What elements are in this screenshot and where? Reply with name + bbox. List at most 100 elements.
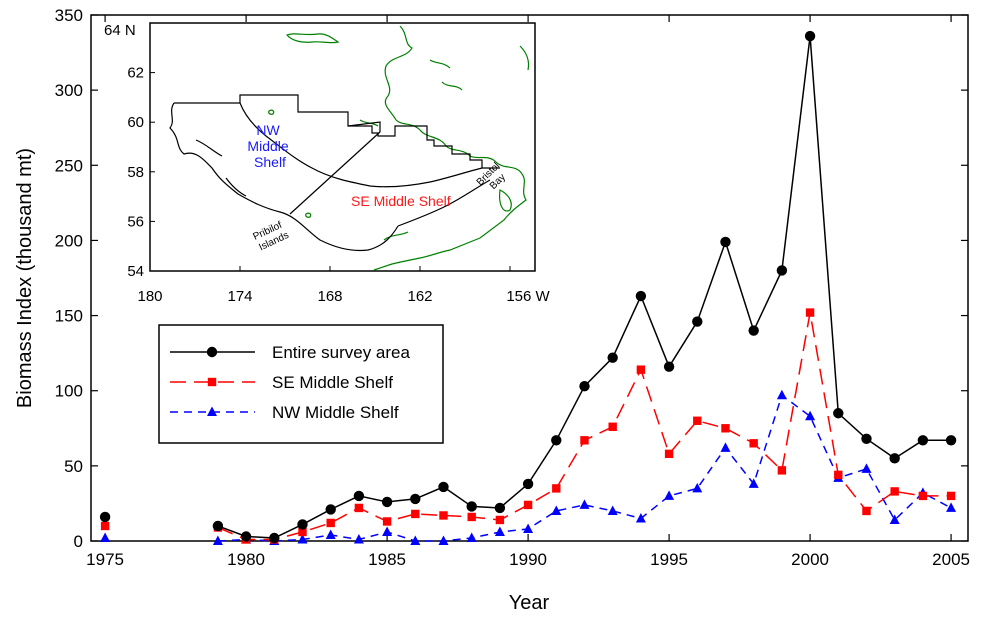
legend-swatch-marker [207,406,217,416]
data-point [382,526,393,536]
data-point [326,518,335,528]
data-point [748,478,759,488]
nw-middle-shelf-label: NW Middle Shelf [247,122,292,170]
inset-map-frame [149,22,536,272]
series-layer [99,30,957,545]
data-point [438,481,449,493]
y-tick-label: 0 [74,532,83,551]
map-lat-label: 56 [127,213,144,230]
data-point [353,533,364,544]
y-axis: 0 50 100 150 200 250 300 350 [55,6,968,551]
map-lat-label: 60 [127,114,144,131]
legend-swatch-marker [206,346,218,358]
legend-item: SE Middle Shelf [170,373,393,392]
data-point [862,506,871,516]
x-tick-label: 1985 [368,550,406,569]
y-tick-label: 50 [64,457,83,476]
data-point [720,236,731,248]
legend-label: Entire survey area [272,343,410,362]
y-tick-label: 300 [55,81,83,100]
data-point [325,504,336,515]
data-point [607,505,618,515]
data-point [579,381,590,392]
plot-area-frame [90,14,969,542]
data-point [354,503,364,513]
data-point [100,532,111,542]
series-nw-middle-shelf [100,389,957,545]
data-point [552,484,561,493]
data-point [664,490,675,500]
data-point [551,435,562,446]
map-lat-label: 54 [127,263,144,280]
data-point [804,30,816,42]
data-point [523,500,533,510]
series-entire-survey-area [99,30,957,544]
data-point [721,424,730,433]
map-lon-label: 174 [227,288,252,305]
data-point [777,466,787,475]
data-point [99,511,111,523]
data-point [466,501,477,512]
data-point [720,442,731,452]
data-point [494,526,505,536]
x-tick-label: 2000 [791,550,829,569]
series-se-middle-shelf [100,308,956,544]
legend-box [158,324,444,444]
data-point [297,519,308,530]
y-tick-label: 250 [55,156,83,175]
data-point [439,511,448,520]
data-point [776,265,788,276]
data-point [467,512,476,522]
data-point [579,499,590,509]
data-point [410,535,421,545]
data-point [946,491,956,501]
data-point [805,410,816,421]
data-point [834,470,843,480]
map-lon-label: 162 [407,288,432,305]
y-tick-label: 150 [55,307,83,326]
se-middle-shelf-label: SE Middle Shelf [351,193,451,209]
map-lat-label: 62 [127,65,144,82]
x-axis: 1975 1980 1985 1990 1995 2000 2005 [86,15,970,569]
data-point [833,408,844,419]
data-point [636,365,646,374]
data-point [212,535,223,545]
data-point [522,478,534,490]
data-point [663,361,675,372]
data-point [776,389,787,400]
map-lat-label: 64 N [104,22,136,39]
data-point [381,496,393,508]
y-tick-label: 350 [55,6,83,25]
data-point [212,520,224,532]
data-point [297,533,308,544]
data-point [889,514,900,524]
data-point [580,436,589,445]
data-point [664,449,674,459]
data-point [494,502,506,514]
inset-map: 180 174 168 162 156 W 64 N 62 60 58 56 54 [104,22,551,305]
x-tick-label: 1995 [650,550,688,569]
map-lat-label: 58 [127,164,144,181]
data-point [890,487,899,496]
data-point [918,491,928,501]
legend-label: SE Middle Shelf [272,373,393,392]
legend-swatch-marker [207,377,217,387]
y-tick-label: 100 [55,382,83,401]
data-point [946,502,957,512]
data-point [861,463,872,473]
data-point [692,482,703,493]
data-point [353,490,365,502]
inset-map-ticks: 180 174 168 162 156 W 64 N 62 60 58 56 54 [104,22,551,305]
x-axis-title: Year [509,592,550,614]
data-point [495,515,505,525]
x-tick-label: 1990 [509,550,547,569]
data-point [945,435,957,446]
y-tick-label: 200 [55,231,83,250]
map-lon-label: 168 [317,288,342,305]
data-point [635,290,647,302]
data-point [466,532,477,542]
x-tick-label: 1975 [86,550,124,569]
data-point [607,352,618,363]
map-lon-label: 180 [137,288,162,305]
